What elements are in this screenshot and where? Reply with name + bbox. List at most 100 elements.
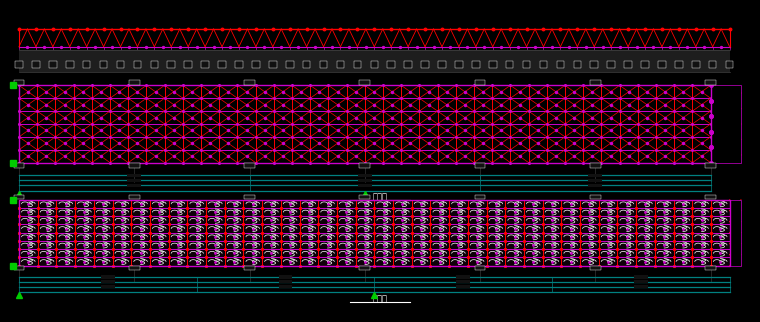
Bar	[129, 80, 140, 85]
Bar	[359, 195, 370, 199]
Bar	[439, 61, 446, 68]
Bar	[634, 275, 648, 279]
Bar	[14, 80, 24, 85]
Bar	[101, 280, 115, 283]
Bar	[15, 61, 23, 68]
Bar	[574, 61, 581, 68]
Bar	[14, 195, 24, 199]
Bar	[279, 275, 293, 279]
Bar	[129, 163, 140, 168]
Bar	[709, 61, 717, 68]
Bar	[150, 61, 158, 68]
Bar	[421, 61, 429, 68]
Bar	[167, 61, 175, 68]
Bar	[19, 200, 730, 266]
Bar	[100, 61, 107, 68]
Bar	[658, 61, 666, 68]
Bar	[590, 266, 600, 270]
Bar	[128, 179, 141, 182]
Bar	[244, 266, 255, 270]
Bar	[279, 280, 293, 283]
Bar	[117, 61, 125, 68]
Bar	[19, 85, 711, 163]
Bar	[101, 285, 115, 288]
Bar	[675, 61, 682, 68]
Bar	[641, 61, 649, 68]
Bar	[66, 61, 74, 68]
Bar	[634, 280, 648, 283]
Bar	[358, 179, 372, 182]
Bar	[726, 61, 733, 68]
Bar	[353, 61, 361, 68]
Bar	[590, 80, 600, 85]
Bar	[19, 50, 730, 72]
Bar	[358, 184, 372, 187]
Bar	[244, 195, 255, 199]
Bar	[455, 61, 463, 68]
Bar	[358, 174, 372, 177]
Bar	[201, 61, 209, 68]
Bar	[705, 163, 716, 168]
Bar	[19, 85, 711, 163]
Bar	[83, 61, 90, 68]
Text: 俦视图: 俦视图	[372, 192, 388, 201]
Bar	[556, 61, 564, 68]
Bar	[359, 80, 370, 85]
Bar	[692, 61, 699, 68]
Bar	[506, 61, 514, 68]
Bar	[185, 61, 192, 68]
Bar	[49, 61, 57, 68]
Bar	[624, 61, 632, 68]
Bar	[475, 195, 486, 199]
Bar	[129, 195, 140, 199]
Bar	[128, 184, 141, 187]
Bar	[235, 61, 242, 68]
Bar	[456, 280, 470, 283]
Bar	[705, 266, 716, 270]
Bar	[540, 61, 547, 68]
Bar	[129, 266, 140, 270]
Bar	[14, 266, 24, 270]
Bar	[588, 174, 602, 177]
Bar	[475, 266, 486, 270]
Bar	[128, 174, 141, 177]
Bar	[705, 195, 716, 199]
Bar	[588, 184, 602, 187]
Bar	[591, 61, 598, 68]
Bar	[588, 179, 602, 182]
Bar	[279, 285, 293, 288]
Bar	[705, 80, 716, 85]
Bar	[607, 61, 615, 68]
Bar	[590, 195, 600, 199]
Bar	[523, 61, 530, 68]
Bar	[218, 61, 226, 68]
Text: 仰视图: 仰视图	[372, 294, 388, 303]
Bar	[320, 61, 328, 68]
Bar	[489, 61, 496, 68]
Bar	[456, 285, 470, 288]
Bar	[475, 163, 486, 168]
Bar	[472, 61, 480, 68]
Bar	[371, 61, 378, 68]
Bar	[730, 200, 741, 266]
Bar	[359, 163, 370, 168]
Bar	[711, 85, 741, 163]
Bar	[590, 163, 600, 168]
Bar	[337, 61, 344, 68]
Bar	[634, 285, 648, 288]
Bar	[286, 61, 293, 68]
Bar	[404, 61, 412, 68]
Bar	[388, 61, 395, 68]
Bar	[19, 200, 730, 266]
Bar	[269, 61, 277, 68]
Bar	[359, 266, 370, 270]
Bar	[252, 61, 260, 68]
Bar	[244, 163, 255, 168]
Bar	[14, 163, 24, 168]
Bar	[101, 275, 115, 279]
Bar	[32, 61, 40, 68]
Bar	[302, 61, 310, 68]
Bar	[134, 61, 141, 68]
Bar	[244, 80, 255, 85]
Bar	[456, 275, 470, 279]
